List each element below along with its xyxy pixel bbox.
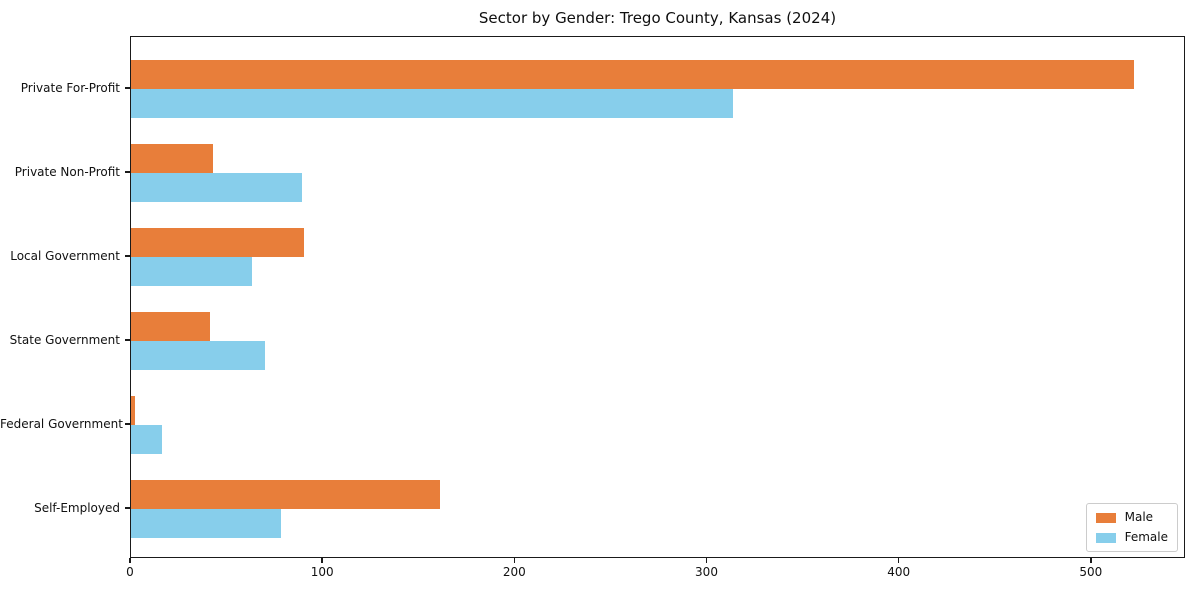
bar-female xyxy=(131,341,266,370)
bar-female xyxy=(131,425,162,454)
x-tick-label: 500 xyxy=(1079,565,1103,579)
chart-title: Sector by Gender: Trego County, Kansas (… xyxy=(478,9,837,27)
bar-female xyxy=(131,173,302,202)
y-tick-mark xyxy=(125,171,130,173)
plot-area: Male Female xyxy=(130,36,1185,558)
x-tick-label: 400 xyxy=(887,565,911,579)
legend-item-male: Male xyxy=(1095,510,1168,524)
y-axis-label: Self-Employed xyxy=(34,501,120,515)
female-swatch xyxy=(1095,532,1116,543)
y-axis-label: Private For-Profit xyxy=(20,81,120,95)
legend-label-female: Female xyxy=(1124,530,1168,544)
y-axis-label: Federal Government xyxy=(0,417,123,431)
bar-male xyxy=(131,312,210,341)
x-tick-mark xyxy=(513,558,516,563)
male-swatch xyxy=(1095,512,1116,523)
legend-label-male: Male xyxy=(1124,510,1154,524)
y-axis-label: Local Government xyxy=(10,249,120,263)
y-tick-mark xyxy=(125,507,130,509)
bar-male xyxy=(131,480,440,509)
bar-male xyxy=(131,228,304,257)
y-axis-label: State Government xyxy=(9,333,120,347)
bar-male xyxy=(131,144,214,173)
y-tick-mark xyxy=(125,423,130,425)
legend: Male Female xyxy=(1085,503,1178,552)
x-tick-mark xyxy=(897,558,900,563)
x-tick-label: 0 xyxy=(126,565,134,579)
y-tick-mark xyxy=(125,87,130,89)
x-tick-mark xyxy=(705,558,708,563)
x-tick-mark xyxy=(321,558,323,563)
x-tick-label: 300 xyxy=(695,565,718,579)
y-tick-mark xyxy=(125,339,130,341)
bar-male xyxy=(131,396,135,425)
y-axis-label: Private Non-Profit xyxy=(14,165,120,179)
legend-item-female: Female xyxy=(1095,530,1168,544)
bar-female xyxy=(131,89,734,118)
bar-female xyxy=(131,257,252,286)
x-tick-mark xyxy=(1090,558,1092,563)
y-tick-mark xyxy=(125,255,130,257)
x-tick-label: 200 xyxy=(502,565,526,579)
bar-male xyxy=(131,60,1135,89)
x-tick-mark xyxy=(129,558,131,563)
x-tick-label: 100 xyxy=(310,565,334,579)
bar-female xyxy=(131,509,281,538)
